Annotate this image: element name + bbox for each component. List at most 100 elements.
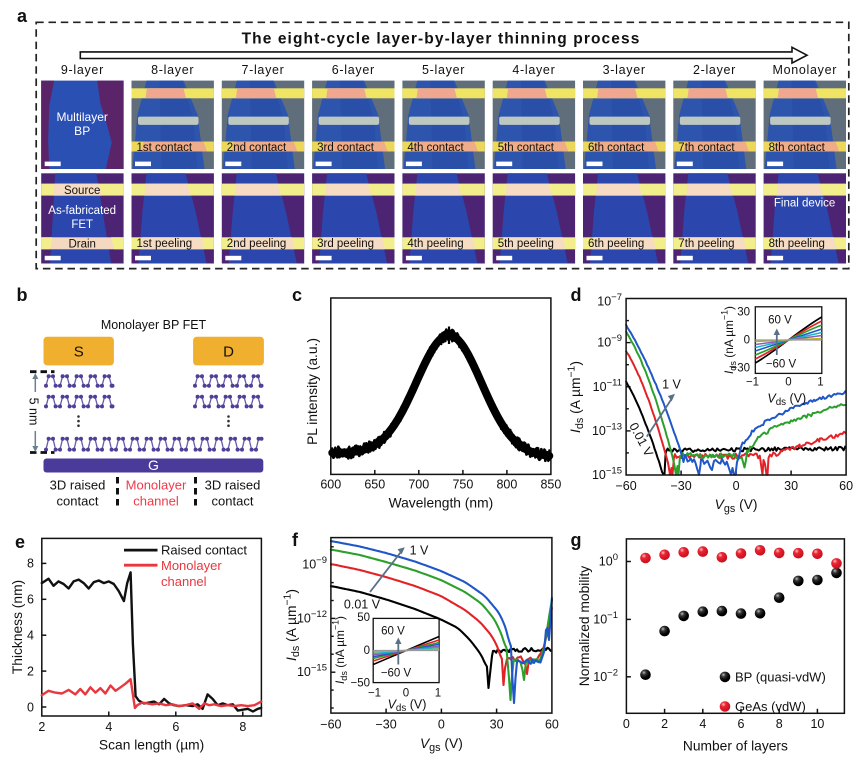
svg-text:contact: contact	[57, 494, 99, 509]
svg-text:Monolayer BP FET: Monolayer BP FET	[101, 318, 207, 332]
svg-text:3rd peeling: 3rd peeling	[317, 238, 374, 250]
svg-text:d: d	[571, 285, 582, 305]
svg-text:7th contact: 7th contact	[678, 142, 735, 154]
svg-text:Vds (V): Vds (V)	[767, 392, 806, 409]
svg-text:30: 30	[490, 718, 504, 732]
svg-text:G: G	[148, 457, 159, 473]
svg-text:−30: −30	[375, 718, 396, 732]
svg-text:9-layer: 9-layer	[61, 63, 104, 77]
svg-text:Ids (A µm−1): Ids (A µm−1)	[567, 361, 587, 433]
svg-text:e: e	[15, 532, 25, 552]
svg-text:FET: FET	[71, 219, 93, 231]
svg-text:600: 600	[320, 478, 341, 492]
svg-text:Monolayer: Monolayer	[126, 478, 187, 493]
svg-text:1st contact: 1st contact	[137, 142, 193, 154]
svg-text:Wavelength (nm): Wavelength (nm)	[389, 496, 494, 511]
svg-text:4-layer: 4-layer	[512, 63, 555, 77]
svg-text:Monolayer: Monolayer	[161, 558, 222, 573]
svg-text:Ids (nA µm−1): Ids (nA µm−1)	[331, 616, 350, 684]
svg-text:PL intensity (a.u.): PL intensity (a.u.)	[305, 338, 320, 445]
svg-text:−60 V: −60 V	[381, 668, 412, 680]
svg-text:BP (quasi-vdW): BP (quasi-vdW)	[735, 670, 826, 685]
svg-text:2: 2	[27, 664, 34, 678]
svg-text:800: 800	[496, 478, 517, 492]
svg-text:8-layer: 8-layer	[151, 63, 194, 77]
svg-text:0: 0	[623, 717, 630, 731]
svg-text:Scan length (µm): Scan length (µm)	[99, 738, 204, 753]
svg-text:6: 6	[27, 593, 34, 607]
svg-text:60 V: 60 V	[768, 315, 792, 327]
svg-text:6th peeling: 6th peeling	[588, 238, 644, 250]
svg-text:5-layer: 5-layer	[422, 63, 465, 77]
svg-text:2: 2	[661, 717, 668, 731]
svg-text:10: 10	[810, 717, 824, 731]
svg-text:3-layer: 3-layer	[603, 63, 646, 77]
svg-text:50: 50	[357, 612, 370, 624]
svg-text:b: b	[17, 285, 28, 305]
svg-text:−30: −30	[670, 479, 691, 493]
svg-text:8: 8	[27, 557, 34, 571]
svg-text:contact: contact	[212, 494, 254, 509]
svg-text:−60: −60	[615, 479, 636, 493]
svg-text:f: f	[292, 530, 299, 550]
svg-text:As-fabricated: As-fabricated	[48, 205, 116, 217]
svg-text:c: c	[292, 285, 302, 305]
svg-text:4: 4	[105, 720, 112, 734]
svg-text:8: 8	[239, 720, 246, 734]
svg-text:Monolayer: Monolayer	[772, 63, 837, 77]
svg-text:0: 0	[364, 645, 370, 657]
svg-text:Multilayer: Multilayer	[57, 110, 108, 124]
svg-text:3D raised: 3D raised	[205, 478, 261, 493]
svg-text:The eight-cycle layer-by-layer: The eight-cycle layer-by-layer thinning …	[242, 31, 641, 48]
svg-text:650: 650	[364, 478, 385, 492]
svg-text:5 nm: 5 nm	[27, 398, 41, 426]
svg-text:channel: channel	[133, 494, 179, 509]
svg-text:−60 V: −60 V	[766, 359, 797, 371]
svg-text:750: 750	[452, 478, 473, 492]
svg-text:8: 8	[776, 717, 783, 731]
svg-text:4th peeling: 4th peeling	[407, 238, 463, 250]
svg-text:Ids (A µm−1): Ids (A µm−1)	[283, 589, 303, 661]
svg-text:0: 0	[438, 718, 445, 732]
svg-text:Drain: Drain	[68, 238, 95, 250]
svg-text:D: D	[223, 344, 234, 361]
svg-text:5th peeling: 5th peeling	[498, 238, 554, 250]
svg-text:0: 0	[27, 700, 34, 714]
svg-text:6: 6	[738, 717, 745, 731]
svg-text:−30: −30	[730, 363, 750, 375]
svg-text:850: 850	[540, 478, 561, 492]
svg-text:−60: −60	[320, 718, 341, 732]
svg-text:channel: channel	[161, 574, 207, 589]
svg-text:700: 700	[408, 478, 429, 492]
svg-text:−1: −1	[368, 688, 381, 700]
svg-text:Thickness (nm): Thickness (nm)	[10, 580, 25, 674]
svg-text:60 V: 60 V	[381, 626, 405, 638]
svg-text:Normalized mobility: Normalized mobility	[577, 566, 592, 686]
svg-text:Source: Source	[64, 185, 100, 197]
svg-text:a: a	[17, 6, 28, 26]
svg-text:1st peeling: 1st peeling	[137, 238, 193, 250]
svg-text:30: 30	[737, 307, 750, 319]
svg-text:30: 30	[784, 479, 798, 493]
svg-text:1 V: 1 V	[662, 378, 681, 392]
svg-text:8th contact: 8th contact	[769, 142, 826, 154]
svg-text:1: 1	[817, 377, 823, 389]
svg-text:3D raised: 3D raised	[50, 478, 106, 493]
svg-text:−50: −50	[350, 677, 370, 689]
svg-text:2: 2	[38, 720, 45, 734]
svg-text:−1: −1	[746, 377, 759, 389]
svg-text:2-layer: 2-layer	[693, 63, 736, 77]
svg-text:1 V: 1 V	[410, 544, 429, 558]
svg-text:2nd contact: 2nd contact	[227, 142, 287, 154]
svg-text:7th peeling: 7th peeling	[678, 238, 734, 250]
svg-text:60: 60	[839, 479, 853, 493]
svg-text:5th contact: 5th contact	[498, 142, 555, 154]
svg-text:8th peeling: 8th peeling	[769, 238, 825, 250]
svg-text:4: 4	[27, 629, 34, 643]
svg-text:Vds (V): Vds (V)	[388, 698, 427, 715]
svg-text:4th contact: 4th contact	[407, 142, 464, 154]
svg-text:0: 0	[785, 377, 791, 389]
svg-text:6th contact: 6th contact	[588, 142, 645, 154]
svg-text:6-layer: 6-layer	[332, 63, 375, 77]
svg-text:Final device: Final device	[774, 197, 835, 209]
